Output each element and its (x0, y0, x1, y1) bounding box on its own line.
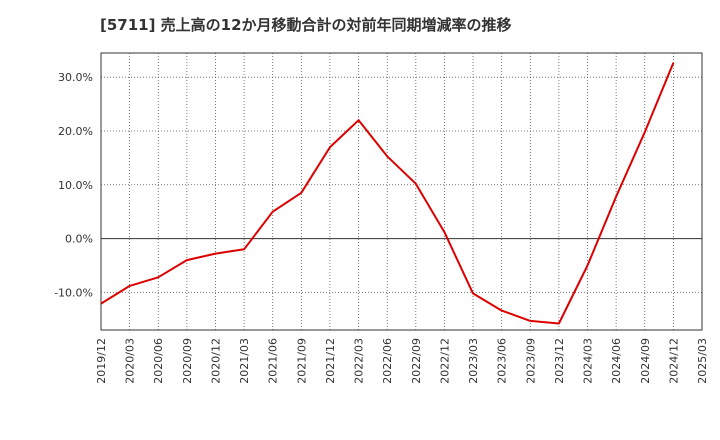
x-tick-label: 2024/03 (582, 338, 595, 384)
y-tick-label: -10.0% (54, 286, 93, 299)
x-tick-label: 2020/03 (124, 338, 137, 384)
x-tick-label: 2021/09 (295, 338, 308, 384)
x-tick-label: 2021/12 (324, 338, 337, 384)
x-tick-label: 2025/03 (696, 338, 709, 384)
x-tick-label: 2023/06 (496, 338, 509, 384)
x-tick-label: 2023/12 (553, 338, 566, 384)
x-tick-label: 2022/09 (410, 338, 423, 384)
axis-layer (100, 52, 703, 331)
x-tick-label: 2020/09 (181, 338, 194, 384)
x-tick-label: 2024/06 (610, 338, 623, 384)
label-layer: 2019/12 2020/03 2020/06 2020/09 2020/12 2021/… (54, 71, 709, 383)
x-tick-label: 2020/12 (209, 338, 222, 384)
chart-title: [5711] 売上高の12か月移動合計の対前年同期増減率の推移 (100, 16, 512, 34)
series-line (100, 62, 675, 325)
y-tick-label: 20.0% (58, 125, 93, 138)
x-tick-label: 2020/06 (152, 338, 165, 384)
plot-frame (100, 52, 703, 331)
x-tick-label: 2019/12 (95, 338, 108, 384)
x-tick-label: 2022/12 (438, 338, 451, 384)
x-tick-label: 2022/03 (353, 338, 366, 384)
x-tick-label: 2023/03 (467, 338, 480, 384)
y-tick-label: 10.0% (58, 179, 93, 192)
x-tick-label: 2024/12 (667, 338, 680, 384)
grid-layer (100, 53, 703, 330)
x-tick-label: 2021/06 (267, 338, 280, 384)
x-tick-label: 2021/03 (238, 338, 251, 384)
x-tick-label: 2024/09 (639, 338, 652, 384)
x-tick-label: 2023/09 (524, 338, 537, 384)
y-tick-label: 30.0% (58, 71, 93, 84)
y-tick-label: 0.0% (65, 233, 93, 246)
series-layer (100, 62, 675, 325)
x-tick-label: 2022/06 (381, 338, 394, 384)
